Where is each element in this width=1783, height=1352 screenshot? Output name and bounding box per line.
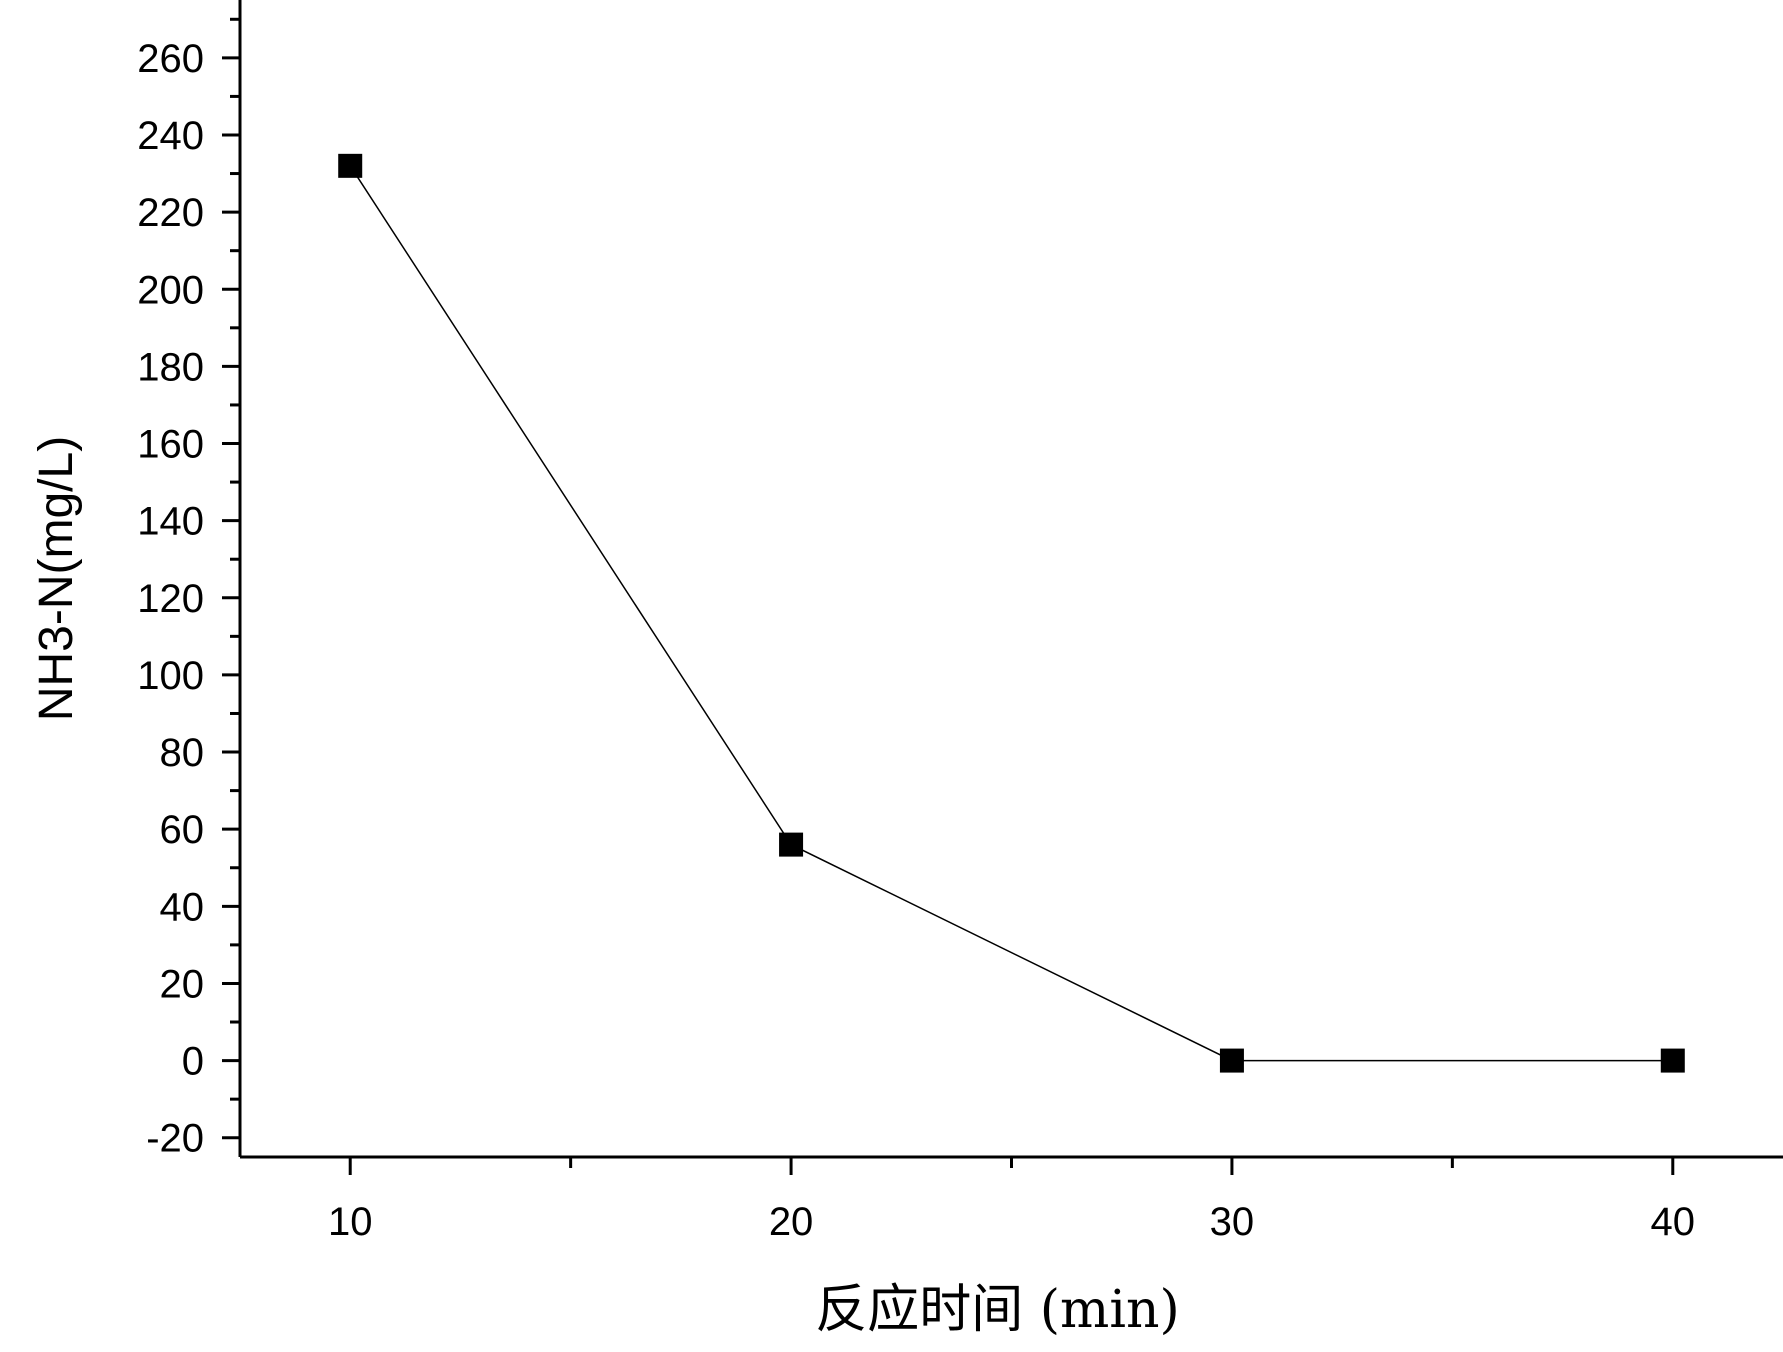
x-axis-ticks: 10 20 30 40: [328, 1157, 1695, 1244]
series-line: [349, 165, 1673, 1062]
y-axis-ticks: -20 0 20 40 60 80 100 120 140 160 180 200 220 240 260: [137, 17, 240, 1161]
y-tick-label: 180: [137, 345, 204, 389]
y-tick-label: 40: [160, 885, 205, 929]
y-tick-label: -20: [146, 1117, 204, 1161]
data-point-marker: [1219, 1048, 1244, 1073]
y-tick-label: 140: [137, 500, 204, 544]
x-tick-label: 10: [328, 1200, 373, 1244]
data-point-marker: [779, 832, 804, 857]
y-tick-label: 20: [160, 962, 205, 1006]
x-axis-title: 反应时间 (min): [815, 1280, 1180, 1340]
data-point-marker: [1660, 1048, 1685, 1073]
y-tick-label: 200: [137, 268, 204, 312]
series: [338, 153, 1685, 1073]
x-tick-label: 30: [1210, 1200, 1255, 1244]
y-tick-label: 80: [160, 731, 205, 775]
y-tick-label: 260: [137, 37, 204, 81]
y-tick-label: 120: [137, 577, 204, 621]
y-tick-label: 100: [137, 654, 204, 698]
y-axis-title: NH3-N(mg/L): [30, 436, 83, 721]
x-tick-label: 40: [1651, 1200, 1696, 1244]
x-tick-label: 20: [769, 1200, 814, 1244]
y-tick-label: 60: [160, 808, 205, 852]
data-point-marker: [338, 153, 363, 178]
axes: [238, 0, 1783, 1159]
y-tick-label: 220: [137, 191, 204, 235]
y-tick-label: 0: [182, 1040, 204, 1084]
y-tick-label: 160: [137, 423, 204, 467]
y-tick-label: 240: [137, 114, 204, 158]
